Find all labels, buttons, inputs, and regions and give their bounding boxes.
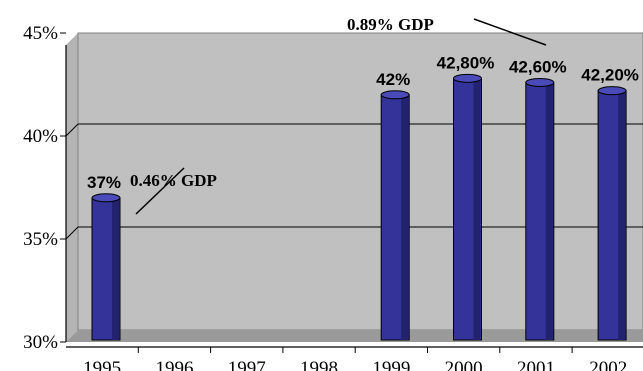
data-label: 42,20% [581,66,639,85]
x-tick-label: 2002 [589,358,627,371]
gridline-diagonal [65,226,79,240]
annotations: 0.46% GDP 0.89% GDP [130,15,547,215]
data-labels: 37% 42% 42,80% 42,60% 42,20% [87,53,639,191]
y-tick-label: 35% [23,229,58,250]
x-tick-label: 1995 [83,358,121,371]
x-tick-label: 1996 [155,358,193,371]
bar [91,193,121,341]
x-tick-label: 1999 [372,358,410,371]
gridline-diagonal [65,123,79,137]
data-label: 42,60% [509,57,567,76]
annotation-0-89-leader-line [473,18,547,46]
data-label: 37% [87,173,121,192]
data-label: 42,80% [437,53,495,72]
x-tick-label: 1997 [228,358,266,371]
y-tick-label: 40% [23,126,58,147]
x-tick-label: 1998 [300,358,338,371]
annotation-0-46-gdp: 0.46% GDP [130,171,217,190]
bar [597,86,627,341]
x-tick-label: 2000 [445,358,483,371]
y-tick-label: 30% [23,332,58,353]
bar [380,90,410,341]
annotation-0-46-leader-line [135,167,185,215]
data-label: 42% [376,70,410,89]
y-tick-label: 45% [23,23,58,44]
bar [453,73,482,341]
axes: 30% 35% 40% 45% 1995 1996 1997 1998 1999 2000 2001… [23,23,643,371]
bars [91,73,627,341]
bar [525,77,555,341]
x-tick-label: 2001 [517,358,555,371]
annotation-0-89-gdp: 0.89% GDP [347,15,434,34]
